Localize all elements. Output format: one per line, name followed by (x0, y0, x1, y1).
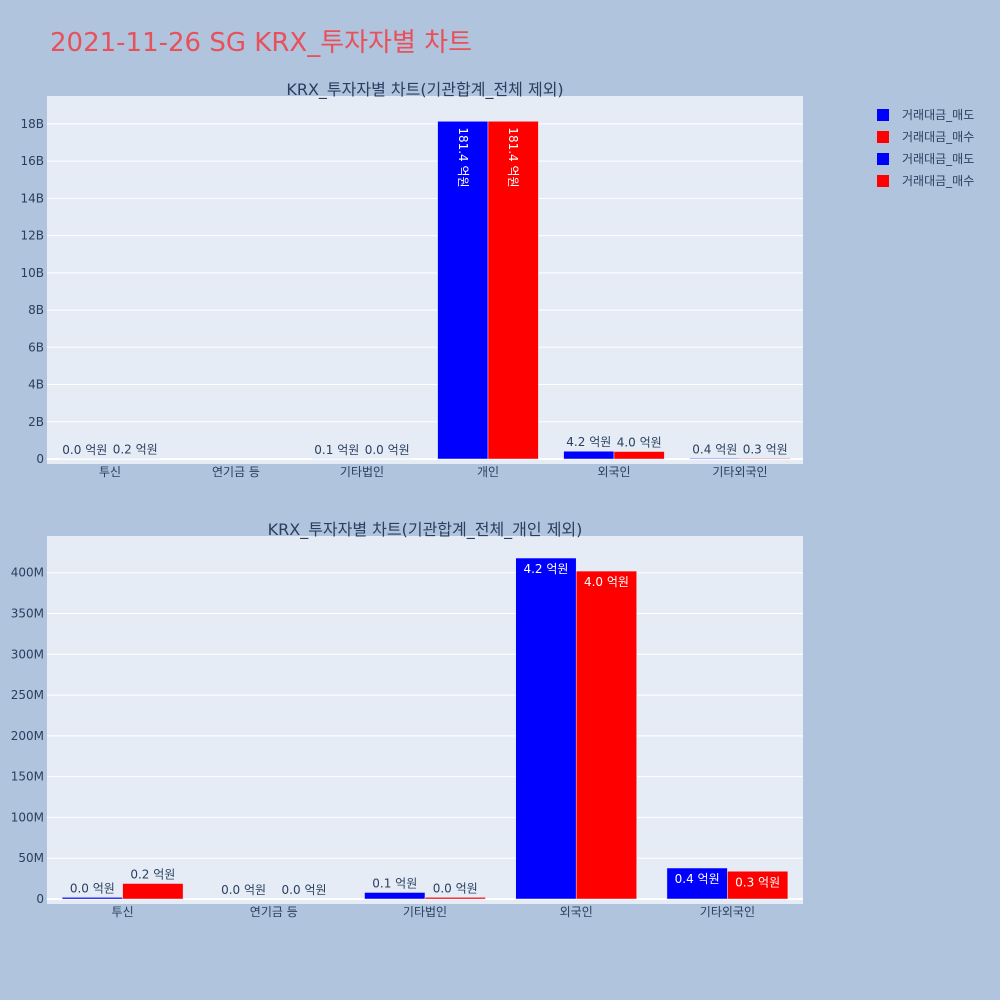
data-label: 4.0 억원 (617, 436, 662, 450)
x-tick-label: 기타법인 (403, 905, 447, 919)
legend-swatch (877, 153, 889, 165)
x-tick-label: 기타외국인 (712, 465, 767, 479)
y-tick-label: 0 (36, 892, 44, 906)
y-tick-label: 2B (28, 415, 44, 429)
y-tick-label: 150M (11, 770, 44, 784)
data-label: 181.4 억원 (506, 127, 520, 187)
y-tick-label: 8B (28, 303, 44, 317)
plot-area-0 (47, 96, 803, 464)
x-tick-label: 외국인 (560, 905, 593, 919)
data-label: 0.4 억원 (675, 872, 720, 886)
bar (563, 450, 615, 460)
legend-label: 거래대금_매도 (902, 108, 974, 122)
x-tick-label: 기타법인 (340, 465, 384, 479)
y-tick-label: 12B (20, 229, 44, 243)
data-label: 0.4 억원 (692, 442, 737, 456)
data-label: 0.3 억원 (743, 442, 788, 456)
y-tick-label: 200M (11, 729, 44, 743)
data-label: 0.0 억원 (433, 881, 478, 895)
legend-label: 거래대금_매도 (902, 152, 974, 166)
bar (575, 570, 637, 900)
legend-swatch (877, 131, 889, 143)
data-label: 0.1 억원 (314, 443, 359, 457)
y-tick-label: 50M (18, 851, 44, 865)
x-tick-label: 투신 (112, 905, 134, 919)
data-label: 4.2 억원 (523, 562, 568, 576)
data-label: 0.0 억원 (221, 883, 266, 897)
bar (739, 458, 791, 460)
x-tick-label: 기타외국인 (700, 905, 755, 919)
data-label: 0.0 억원 (282, 883, 327, 897)
y-tick-label: 10B (20, 266, 44, 280)
bar (727, 871, 789, 900)
y-tick-label: 16B (20, 154, 44, 168)
legend-swatch (877, 175, 889, 187)
x-tick-label: 투신 (99, 465, 121, 479)
bar (666, 867, 728, 900)
y-tick-label: 400M (11, 566, 44, 580)
x-tick-label: 외국인 (597, 465, 630, 479)
data-label: 0.0 억원 (70, 881, 115, 895)
data-label: 0.1 억원 (372, 876, 417, 890)
y-tick-label: 6B (28, 340, 44, 354)
y-tick-label: 100M (11, 810, 44, 824)
legend-label: 거래대금_매수 (902, 130, 974, 144)
data-label: 0.2 억원 (130, 868, 175, 882)
bar (437, 121, 489, 460)
bar (122, 883, 184, 900)
data-label: 0.3 억원 (735, 875, 780, 889)
plot-area-1 (47, 536, 803, 904)
y-tick-label: 350M (11, 606, 44, 620)
data-label: 0.0 억원 (62, 443, 107, 457)
y-tick-label: 300M (11, 647, 44, 661)
bar (487, 121, 539, 460)
data-label: 181.4 억원 (456, 127, 470, 187)
y-tick-label: 14B (20, 191, 44, 205)
data-label: 4.0 억원 (584, 575, 629, 589)
legend-swatch (877, 109, 889, 121)
data-label: 4.2 억원 (566, 435, 611, 449)
bar (515, 557, 577, 900)
bar (61, 897, 123, 900)
data-label: 0.0 억원 (365, 443, 410, 457)
x-tick-label: 연기금 등 (212, 465, 260, 479)
chart-title-1: KRX_투자자별 차트(기관합계_전체_개인 제외) (268, 520, 583, 540)
y-tick-label: 0 (36, 452, 44, 466)
data-label: 0.2 억원 (113, 443, 158, 457)
bar (424, 897, 486, 900)
legend-label: 거래대금_매수 (902, 174, 974, 188)
chart-title-0: KRX_투자자별 차트(기관합계_전체 제외) (286, 80, 563, 100)
bar (364, 892, 426, 900)
bar (613, 451, 665, 460)
y-tick-label: 4B (28, 378, 44, 392)
x-tick-label: 개인 (477, 465, 499, 479)
y-tick-label: 18B (20, 117, 44, 131)
x-tick-label: 연기금 등 (250, 905, 298, 919)
y-tick-label: 250M (11, 688, 44, 702)
page-title: 2021-11-26 SG KRX_투자자별 차트 (50, 28, 472, 58)
bar (689, 458, 741, 460)
